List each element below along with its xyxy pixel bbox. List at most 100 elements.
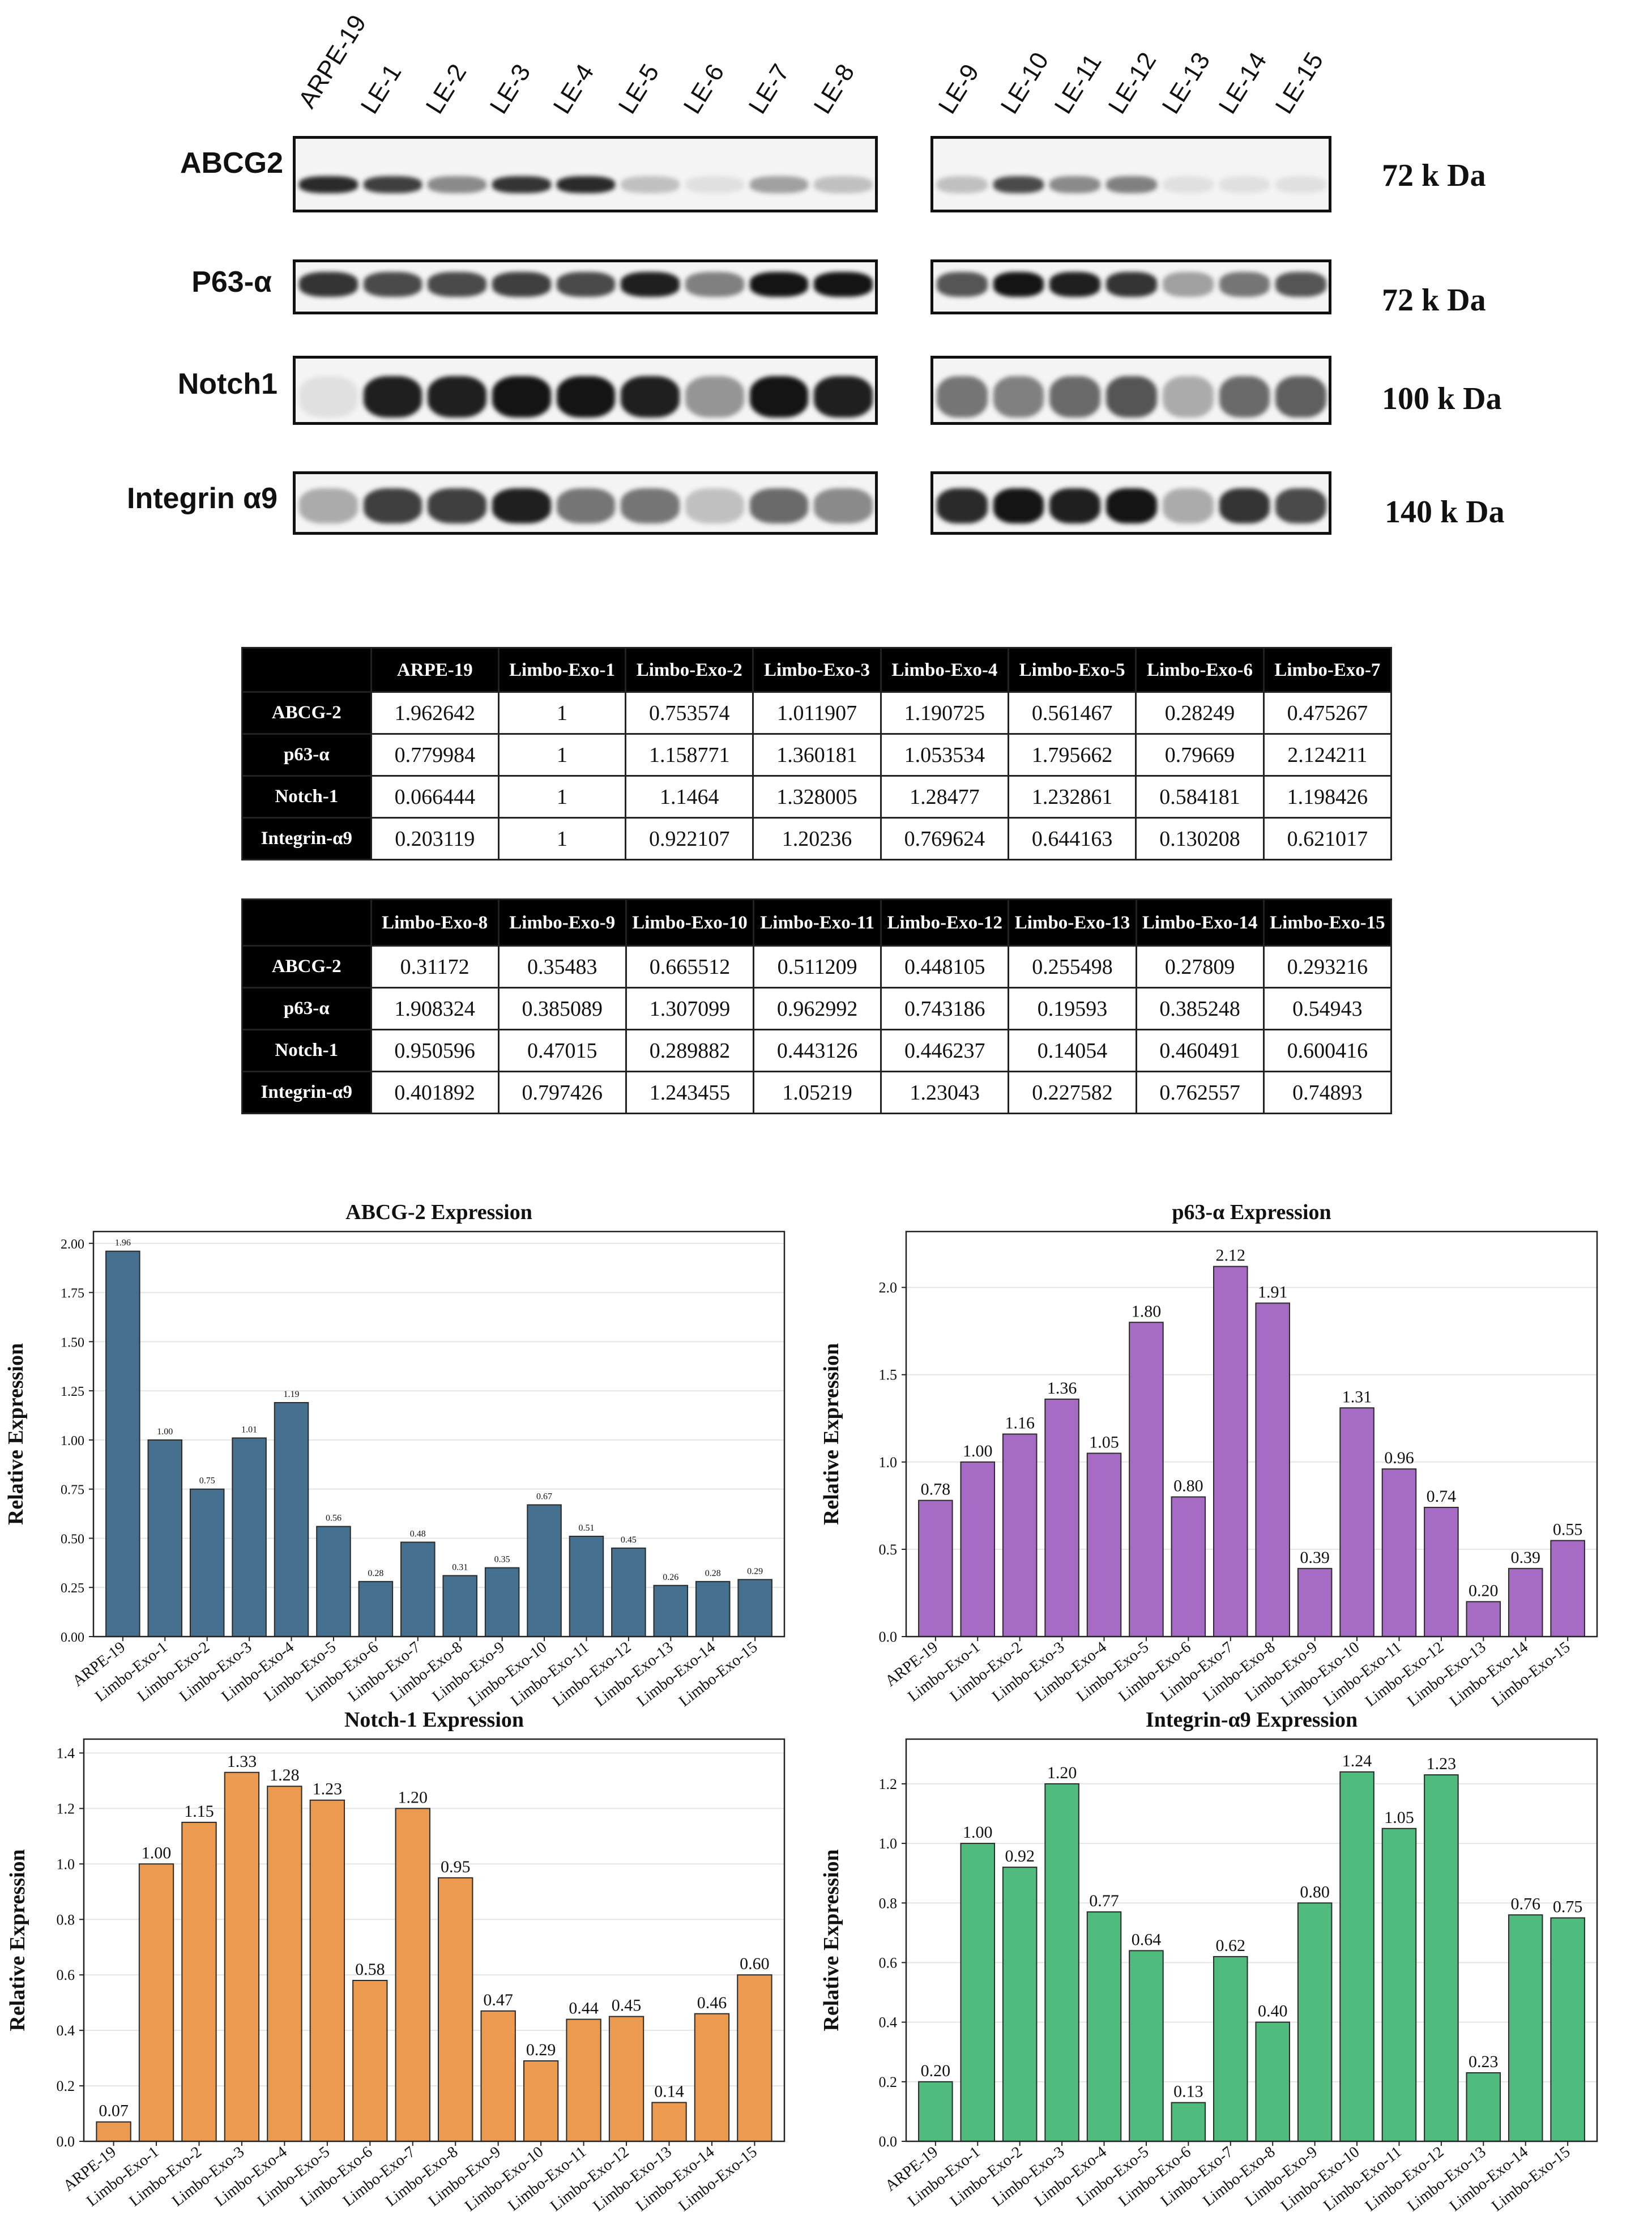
bar: [484, 1567, 520, 1637]
bar-value-label: 1.31: [1342, 1387, 1372, 1406]
bar: [1339, 1407, 1374, 1637]
bar-value-label: 0.13: [1173, 2082, 1203, 2101]
bar: [181, 1821, 217, 2142]
bar-value-label: 1.19: [284, 1390, 300, 1399]
bar-value-label: 1.00: [963, 1823, 993, 1842]
bar: [1002, 1867, 1038, 2142]
bar: [1381, 1468, 1417, 1637]
blot-band: [937, 176, 988, 193]
table-cell: 0.255498: [1008, 945, 1137, 989]
table-cell: 0.54943: [1262, 987, 1393, 1030]
table-cell: 0.443126: [753, 1029, 882, 1072]
plot-frame: [905, 1230, 1598, 1638]
blot-band: [1219, 176, 1270, 193]
y-tick-label: 0.6: [879, 1954, 898, 1971]
blot-band: [299, 176, 358, 193]
blot-band: [1162, 176, 1214, 193]
blot-band: [1106, 271, 1157, 297]
bar-value-label: 0.48: [410, 1529, 426, 1539]
y-tick-label: 0.50: [61, 1532, 84, 1547]
blot-size-label-notch1: 100 k Da: [1382, 381, 1502, 416]
blot-band: [1049, 488, 1101, 523]
blot-band: [492, 376, 551, 418]
blot-band: [937, 488, 988, 523]
blot-row-label-abcg2: ABCG2: [180, 147, 283, 180]
table2-header: Limbo-Exo-14: [1135, 898, 1265, 947]
blot-band: [993, 376, 1044, 418]
blot-panel-right: [930, 136, 1331, 212]
y-tick-label: 0.25: [61, 1581, 84, 1596]
table-row-header: Integrin-α9: [241, 817, 372, 860]
table2-header: Limbo-Exo-11: [753, 898, 882, 947]
blot-size-label-abcg2: 72 k Da: [1382, 158, 1486, 193]
table-cell: 0.511209: [753, 945, 882, 989]
bar-value-label: 1.20: [398, 1788, 428, 1807]
bar: [1171, 1496, 1206, 1638]
bar: [1508, 1914, 1543, 2142]
blot-band: [621, 488, 680, 523]
bar-value-label: 0.31: [452, 1562, 468, 1572]
bar: [918, 1499, 953, 1637]
blot-band: [1049, 271, 1101, 297]
blot-band: [1162, 376, 1214, 418]
table2-header: Limbo-Exo-13: [1008, 898, 1137, 947]
blot-panel-right: [930, 356, 1331, 425]
table-cell: 0.31172: [370, 945, 500, 989]
bar: [960, 1843, 996, 2142]
y-tick-label: 1.0: [879, 1835, 898, 1852]
blot-band: [299, 488, 358, 523]
y-tick-label: 1.25: [61, 1384, 84, 1399]
blot-band: [299, 376, 358, 418]
blot-band: [1275, 488, 1326, 523]
table2-header: Limbo-Exo-15: [1262, 898, 1393, 947]
bar: [274, 1401, 309, 1637]
table2-header: Limbo-Exo-10: [625, 898, 755, 947]
bar-value-label: 1.15: [184, 1802, 214, 1821]
blot-panel-left: [293, 356, 878, 425]
blot-panel-left: [293, 136, 878, 212]
y-tick-label: 1.00: [61, 1434, 84, 1449]
table-cell: 0.19593: [1008, 987, 1137, 1030]
bar: [960, 1461, 996, 1637]
blot-size-label-integrin: 140 k Da: [1385, 495, 1505, 530]
table-cell: 0.950596: [370, 1029, 500, 1072]
blot-band: [937, 376, 988, 418]
table1-header: Limbo-Exo-3: [752, 647, 882, 693]
bar-value-label: 0.80: [1300, 1882, 1330, 1901]
blot-band: [363, 376, 422, 418]
table-cell: 0.385248: [1135, 987, 1265, 1030]
bar-value-label: 0.80: [1173, 1476, 1203, 1495]
bar: [566, 2018, 601, 2142]
bar-value-label: 2.12: [1216, 1246, 1246, 1265]
bar: [1466, 1601, 1501, 1637]
bar-value-label: 0.96: [1384, 1449, 1414, 1467]
table-cell: 0.74893: [1262, 1071, 1393, 1114]
blot-band: [363, 271, 422, 297]
bar: [1550, 1540, 1585, 1637]
table-cell: 1.28477: [880, 775, 1010, 819]
bar-value-label: 0.07: [99, 2102, 129, 2120]
table-row: Notch-1 0.066444 1 1.1464 1.328005 1.28477 1.2…: [241, 775, 1393, 819]
bar: [352, 1980, 388, 2142]
bar-value-label: 0.76: [1510, 1894, 1540, 1913]
y-tick-label: 0.4: [57, 2022, 75, 2039]
bar: [438, 1877, 473, 2142]
table-cell: 0.130208: [1135, 817, 1265, 860]
y-tick-label: 2.0: [879, 1280, 898, 1296]
table-cell: 0.28249: [1135, 691, 1265, 735]
table-cell: 0.27809: [1135, 945, 1265, 989]
blot-band: [814, 271, 873, 297]
bar-value-label: 0.46: [697, 1993, 727, 2012]
table-cell: 1: [497, 817, 627, 860]
blot-band: [1049, 176, 1101, 193]
table-cell: 1.190725: [880, 691, 1010, 735]
blot-band: [937, 271, 988, 297]
bar-value-label: 0.77: [1089, 1892, 1119, 1910]
bar-value-label: 1.01: [241, 1425, 257, 1434]
y-tick-label: 0.2: [879, 2074, 898, 2090]
blot-panel-left: [293, 471, 878, 535]
table-corner: [241, 898, 372, 947]
bar: [653, 1584, 689, 1637]
bar: [1297, 1567, 1333, 1637]
blot-lane-label: LE-15: [1270, 47, 1329, 119]
